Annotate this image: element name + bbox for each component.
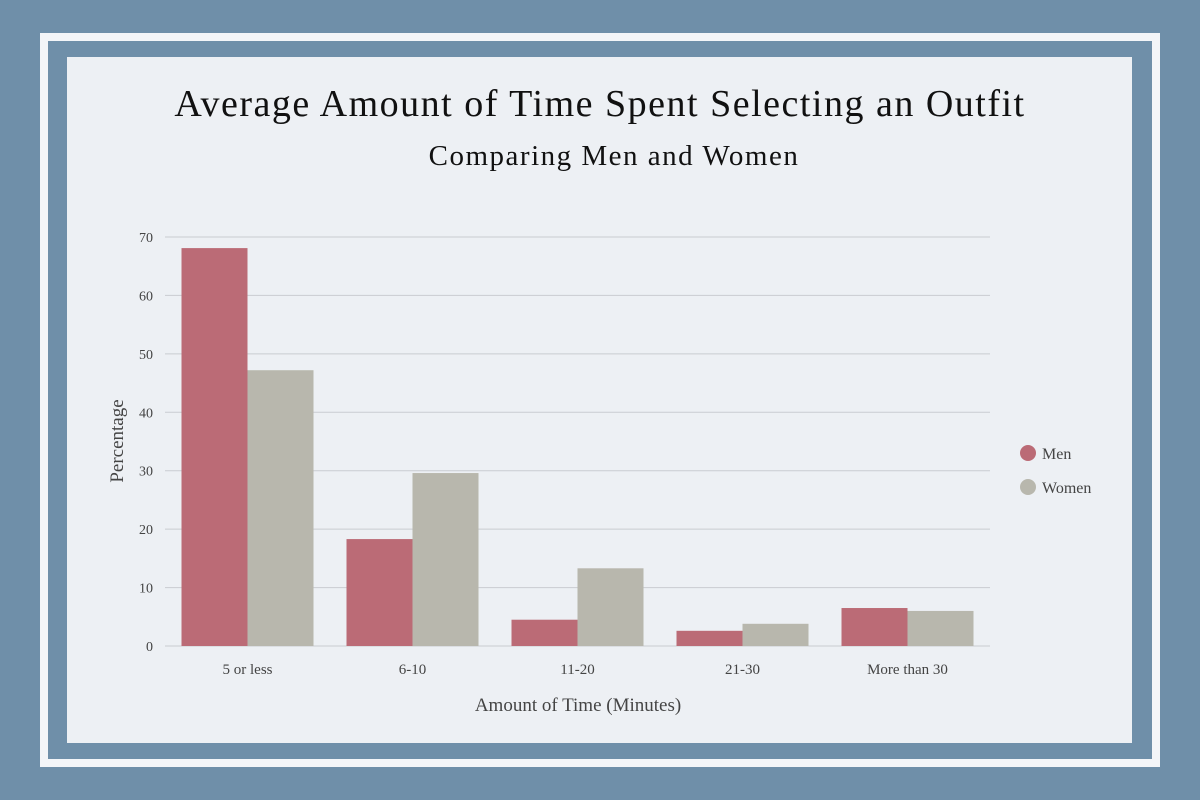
legend-label: Men: [1042, 446, 1071, 463]
y-tick-label: 40: [139, 406, 153, 421]
y-tick-label: 10: [139, 582, 153, 597]
x-tick-label: 11-20: [560, 662, 594, 678]
x-tick-label: 5 or less: [223, 662, 273, 678]
y-tick-label: 0: [146, 640, 153, 655]
legend-marker: [1020, 479, 1036, 495]
bar: [511, 619, 578, 646]
legend-label: Women: [1042, 480, 1091, 497]
bar: [577, 568, 644, 646]
bar: [742, 623, 809, 646]
x-tick-label: 21-30: [725, 662, 760, 678]
x-axis-label: Amount of Time (Minutes): [475, 695, 681, 716]
bar: [247, 370, 314, 646]
chart-subtitle: Comparing Men and Women: [429, 140, 800, 172]
chart-title: Average Amount of Time Spent Selecting a…: [174, 83, 1025, 125]
bar: [346, 539, 413, 646]
y-tick-label: 50: [139, 348, 153, 363]
y-tick-label: 20: [139, 523, 153, 538]
bar: [907, 610, 974, 646]
bar: [412, 473, 479, 646]
legend-marker: [1020, 445, 1036, 461]
bar: [181, 248, 248, 646]
y-tick-label: 70: [139, 231, 153, 246]
x-tick-label: More than 30: [867, 662, 948, 678]
y-axis-label: Percentage: [107, 399, 128, 482]
x-tick-label: 6-10: [399, 662, 427, 678]
bar: [841, 608, 908, 646]
y-tick-label: 60: [139, 289, 153, 304]
bar: [676, 630, 743, 646]
y-tick-label: 30: [139, 465, 153, 480]
